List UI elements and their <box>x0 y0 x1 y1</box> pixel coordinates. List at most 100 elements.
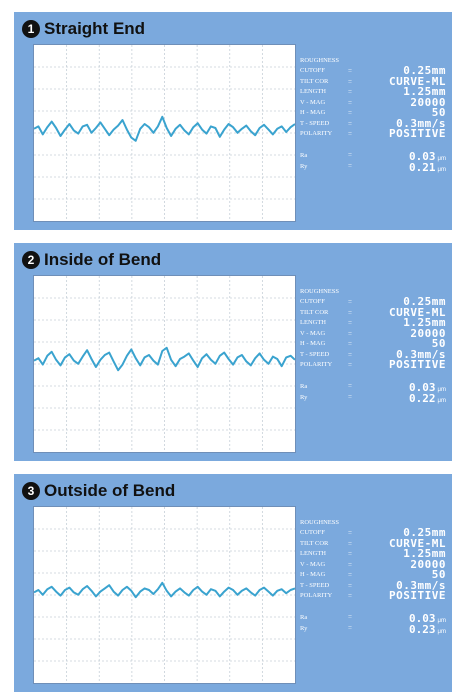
equals-sign: = <box>348 623 352 632</box>
param-value: 0.3mm/s <box>396 116 446 130</box>
equals-sign: = <box>348 581 352 590</box>
roughness-header: ROUGHNESS <box>300 519 340 526</box>
param-value: 50 <box>431 106 446 119</box>
param-value: POSITIVE <box>389 589 446 602</box>
result-value: 0.22 μm <box>409 392 446 407</box>
result-value: 0.03 μm <box>409 381 446 396</box>
result-number: 0.03 <box>409 611 436 625</box>
result-value: 0.03 μm <box>409 612 446 627</box>
panel-straight-end: 1 Straight End ROUGHNESS CUTOFF = 0.25mm… <box>14 12 452 230</box>
param-label: H - MAG <box>300 571 326 578</box>
param-row-length: LENGTH = 1.25mm <box>300 85 448 98</box>
param-value: 1.25mm <box>403 85 446 98</box>
param-value: 0.3mm/s <box>396 578 446 592</box>
panel-title-text: Outside of Bend <box>44 481 176 500</box>
param-label: T - SPEED <box>300 119 330 127</box>
equals-sign: = <box>348 529 352 537</box>
panel-outside-of-bend: 3 Outside of Bend ROUGHNESS CUTOFF = 0.2… <box>14 474 452 692</box>
equals-sign: = <box>348 88 352 96</box>
param-label: POLARITY <box>300 361 333 368</box>
result-label: Ry <box>300 162 308 170</box>
param-row-t-speed: T - SPEED = 0.3mm/s <box>300 578 448 592</box>
result-value: 0.03 μm <box>409 150 446 165</box>
param-value: 0.25mm <box>403 526 446 539</box>
param-value: POSITIVE <box>389 358 446 371</box>
result-row-ry: Ry = 0.23 μm <box>300 622 448 636</box>
param-label: V - MAG <box>300 329 326 337</box>
result-number: 0.23 <box>409 622 436 636</box>
equals-sign: = <box>348 392 352 401</box>
panel-title: 3 Outside of Bend <box>22 480 175 502</box>
param-row-tilt-cor: TILT COR = CURVE-ML <box>300 536 448 550</box>
param-row-tilt-cor: TILT COR = CURVE-ML <box>300 74 448 88</box>
param-row-v-mag: V - MAG = 20000 <box>300 559 448 571</box>
panel-title: 2 Inside of Bend <box>22 249 161 271</box>
param-label: TILT COR <box>300 308 329 316</box>
equals-sign: = <box>348 319 352 327</box>
result-row-ra: Ra = 0.03 μm <box>300 381 448 393</box>
roughness-chart <box>34 276 295 452</box>
param-label: LENGTH <box>300 88 326 95</box>
result-row-ry: Ry = 0.22 μm <box>300 392 448 404</box>
result-value: 0.21 μm <box>409 161 446 176</box>
result-unit: μm <box>437 166 446 173</box>
equals-sign: = <box>348 98 352 107</box>
panel-title: 1 Straight End <box>22 18 145 40</box>
result-number: 0.03 <box>409 149 436 163</box>
results: Ra = 0.03 μm Ry = 0.21 μm <box>300 150 448 173</box>
param-row-cutoff: CUTOFF = 0.25mm <box>300 295 448 308</box>
param-value: 50 <box>431 337 446 350</box>
equals-sign: = <box>348 119 352 128</box>
param-row-h-mag: H - MAG = 50 <box>300 337 448 350</box>
param-label: V - MAG <box>300 560 326 568</box>
param-value: 0.25mm <box>403 64 446 77</box>
param-row-cutoff: CUTOFF = 0.25mm <box>300 64 448 77</box>
param-label: CUTOFF <box>300 67 325 74</box>
param-label: T - SPEED <box>300 350 330 358</box>
equals-sign: = <box>348 350 352 359</box>
param-label: T - SPEED <box>300 581 330 589</box>
equals-sign: = <box>348 298 352 306</box>
result-unit: μm <box>437 628 446 635</box>
param-value: 20000 <box>410 326 446 340</box>
equals-sign: = <box>348 550 352 558</box>
result-unit: μm <box>437 617 446 624</box>
param-value: 50 <box>431 568 446 581</box>
param-label: TILT COR <box>300 77 329 85</box>
roughness-chart <box>34 45 295 221</box>
param-row-polarity: POLARITY = POSITIVE <box>300 358 448 371</box>
param-value: CURVE-ML <box>389 536 446 550</box>
result-unit: μm <box>437 155 446 162</box>
parameter-list: ROUGHNESS CUTOFF = 0.25mm TILT COR = CUR… <box>300 56 448 173</box>
result-label: Ra <box>300 382 308 390</box>
equals-sign: = <box>348 361 352 369</box>
profile-trace-line <box>34 346 295 372</box>
result-row-ra: Ra = 0.03 μm <box>300 612 448 624</box>
results: Ra = 0.03 μm Ry = 0.22 μm <box>300 381 448 404</box>
results: Ra = 0.03 μm Ry = 0.23 μm <box>300 612 448 636</box>
param-label: POLARITY <box>300 130 333 137</box>
roughness-plot <box>33 44 296 222</box>
result-label: Ra <box>300 613 308 621</box>
param-row-polarity: POLARITY = POSITIVE <box>300 128 448 140</box>
param-row-length: LENGTH = 1.25mm <box>300 317 448 329</box>
param-row-v-mag: V - MAG = 20000 <box>300 97 448 109</box>
param-value: CURVE-ML <box>389 74 446 88</box>
number-badge-icon: 1 <box>22 20 40 38</box>
param-row-polarity: POLARITY = POSITIVE <box>300 589 448 602</box>
result-number: 0.22 <box>409 391 436 405</box>
param-label: H - MAG <box>300 340 326 347</box>
result-unit: μm <box>437 386 446 393</box>
param-value: 0.25mm <box>403 295 446 308</box>
param-label: LENGTH <box>300 550 326 557</box>
panel-inside-of-bend: 2 Inside of Bend ROUGHNESS CUTOFF = 0.25… <box>14 243 452 461</box>
param-value: 0.3mm/s <box>396 347 446 361</box>
param-label: CUTOFF <box>300 529 325 536</box>
equals-sign: = <box>348 308 352 317</box>
equals-sign: = <box>348 592 352 600</box>
param-row-t-speed: T - SPEED = 0.3mm/s <box>300 116 448 130</box>
profile-trace-line <box>34 115 295 142</box>
parameter-list: ROUGHNESS CUTOFF = 0.25mm TILT COR = CUR… <box>300 287 448 404</box>
profile-trace-line <box>34 581 295 599</box>
param-row-tilt-cor: TILT COR = CURVE-ML <box>300 307 448 319</box>
